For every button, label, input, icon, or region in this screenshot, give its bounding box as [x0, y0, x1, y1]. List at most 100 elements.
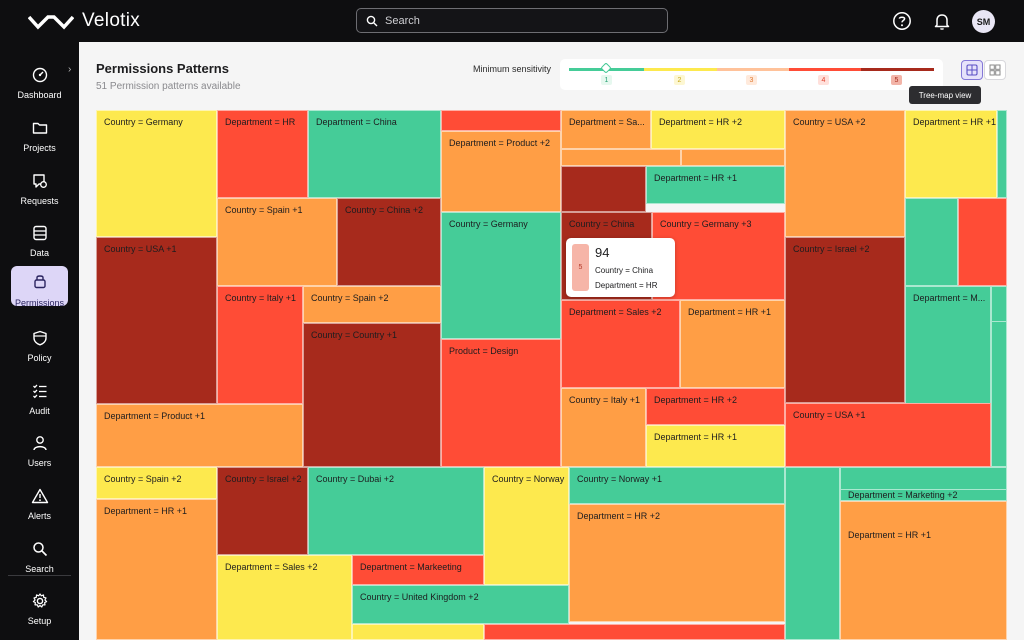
treemap-cell[interactable]: Country = Israel +2: [785, 237, 905, 403]
treemap-cell[interactable]: Department = HR +2: [651, 110, 785, 149]
tree-map-view-button[interactable]: [961, 60, 983, 80]
sensitivity-segment-3[interactable]: [717, 68, 789, 71]
treemap-cell[interactable]: Department = HR +1: [905, 110, 997, 198]
treemap-cell[interactable]: Country = Country +1: [303, 323, 441, 467]
sensitivity-level-5[interactable]: 5: [891, 75, 902, 85]
search-input[interactable]: Search: [356, 8, 668, 33]
sidebar-item-requests[interactable]: Requests: [0, 166, 79, 216]
list-view-button[interactable]: [984, 60, 1006, 80]
treemap-cell[interactable]: Department = Marketing +2: [840, 489, 1007, 501]
treemap-cell[interactable]: Department = Product +1: [96, 404, 303, 467]
treemap-cell[interactable]: Country = Dubai +2: [308, 467, 484, 555]
sidebar-label: Dashboard: [17, 90, 62, 100]
treemap-cell[interactable]: Department = HR +1: [840, 501, 1007, 640]
treemap-cell[interactable]: Product = Design: [441, 339, 561, 467]
sidebar-item-users[interactable]: Users: [0, 428, 79, 478]
treemap-cell[interactable]: Country = USA +2: [785, 110, 905, 237]
search-placeholder: Search: [385, 14, 420, 27]
treemap-cell[interactable]: Country = Norway: [484, 467, 569, 585]
sensitivity-level-2[interactable]: 2: [674, 75, 685, 85]
treemap-cell[interactable]: [561, 149, 681, 166]
treemap-cell[interactable]: Country = Italy +1: [561, 388, 646, 467]
sensitivity-slider[interactable]: 1 2 3 4 5: [560, 59, 943, 90]
treemap-cell[interactable]: Department = HR +1: [646, 425, 785, 467]
page-title: Permissions Patterns: [96, 61, 229, 76]
treemap-cell[interactable]: Department = China: [308, 110, 441, 198]
chevron-right-icon[interactable]: ›: [68, 64, 72, 75]
treemap-cell[interactable]: [785, 467, 840, 640]
sidebar-item-policy[interactable]: Policy: [0, 323, 79, 373]
treemap-cell[interactable]: Country = Norway +1: [569, 467, 785, 504]
treemap-cell[interactable]: Country = Germany: [96, 110, 217, 237]
sensitivity-level-4[interactable]: 4: [818, 75, 829, 85]
database-icon: [32, 225, 47, 241]
sensitivity-segment-2[interactable]: [644, 68, 717, 71]
treemap-cell[interactable]: Department = HR +1: [646, 166, 785, 204]
treemap-cell[interactable]: Country = Italy +1: [217, 286, 303, 404]
bell-icon[interactable]: [932, 11, 952, 31]
sidebar-item-alerts[interactable]: Alerts: [0, 481, 79, 531]
cell-label: Country = Italy +1: [225, 293, 297, 303]
treemap-cell[interactable]: Department = HR +2: [646, 388, 785, 425]
shield-icon: [32, 330, 47, 346]
lock-icon: [33, 275, 46, 289]
sensitivity-segment-5[interactable]: [861, 68, 934, 71]
sensitivity-level-3[interactable]: 3: [746, 75, 757, 85]
treemap-cell[interactable]: Department = Product +2: [441, 131, 561, 212]
velotix-logo-icon: [28, 15, 74, 30]
checklist-icon: [32, 384, 46, 399]
sidebar-label: Permissions: [14, 298, 64, 308]
treemap-cell[interactable]: Country = China +2: [337, 198, 441, 286]
treemap-cell[interactable]: [681, 149, 785, 166]
treemap-cell[interactable]: [905, 198, 958, 286]
sidebar-item-projects[interactable]: Projects: [0, 113, 79, 163]
treemap-cell[interactable]: Department = HR +1: [680, 300, 785, 388]
treemap-cell[interactable]: [352, 624, 484, 640]
cell-label: Country = Germany: [449, 219, 528, 229]
sidebar-item-dashboard[interactable]: Dashboard: [0, 60, 79, 110]
sidebar-label: Audit: [29, 406, 50, 416]
sidebar-item-audit[interactable]: Audit: [0, 376, 79, 426]
treemap-cell[interactable]: Country = Germany: [441, 212, 561, 339]
treemap-cell[interactable]: [991, 286, 1007, 322]
sidebar-label: Policy: [27, 353, 52, 363]
treemap-cell[interactable]: Department = HR +1: [96, 499, 217, 640]
treemap-cell[interactable]: Country = Spain +2: [96, 467, 217, 499]
treemap-cell[interactable]: Country = United Kingdom +2: [352, 585, 569, 624]
help-icon[interactable]: [892, 11, 912, 31]
treemap-cell[interactable]: Country = Spain +1: [217, 198, 337, 286]
treemap-cell[interactable]: Department = Markeeting: [352, 555, 484, 585]
treemap-cell[interactable]: Country = USA +1: [785, 403, 991, 467]
tooltip-attribute-department: Department = HR: [595, 281, 658, 290]
treemap-cell[interactable]: Country = USA +1: [96, 237, 217, 404]
treemap-cell[interactable]: [561, 166, 646, 212]
cell-label: Department = HR +1: [913, 117, 997, 127]
treemap-cell[interactable]: Department = Sales +2: [561, 300, 680, 388]
cell-label: Country = Spain +2: [311, 293, 389, 303]
sidebar-item-setup[interactable]: Setup: [0, 586, 79, 636]
treemap-cell[interactable]: Department = Sales +2: [217, 555, 352, 640]
treemap-cell[interactable]: [958, 198, 1007, 286]
treemap-cell[interactable]: [441, 110, 561, 131]
sidebar-item-search[interactable]: Search: [0, 534, 79, 584]
sensitivity-handle[interactable]: [600, 62, 612, 74]
search-icon: [366, 15, 378, 26]
sidebar-divider: [8, 575, 71, 576]
active-indicator: [11, 266, 68, 306]
treemap-cell[interactable]: Country = Spain +2: [303, 286, 441, 323]
user-avatar[interactable]: SM: [972, 10, 995, 33]
sidebar-item-permissions[interactable]: Permissions: [0, 266, 79, 316]
treemap-cell[interactable]: Department = Sa...: [561, 110, 651, 149]
sensitivity-level-1[interactable]: 1: [601, 75, 612, 85]
treemap-cell[interactable]: Country = Israel +2: [217, 467, 308, 555]
app-logo[interactable]: Velotix: [28, 10, 140, 32]
treemap-cell[interactable]: Department = HR: [217, 110, 308, 198]
sidebar-label: Data: [29, 248, 49, 258]
cell-label: Department = HR: [225, 117, 296, 127]
treemap-cell[interactable]: Department = HR +2: [569, 504, 785, 622]
sidebar-item-data[interactable]: Data: [0, 218, 79, 268]
cell-label: Country = USA +1: [104, 244, 177, 254]
sensitivity-segment-4[interactable]: [789, 68, 861, 71]
treemap-cell[interactable]: [997, 110, 1007, 198]
treemap-cell[interactable]: [484, 624, 785, 640]
